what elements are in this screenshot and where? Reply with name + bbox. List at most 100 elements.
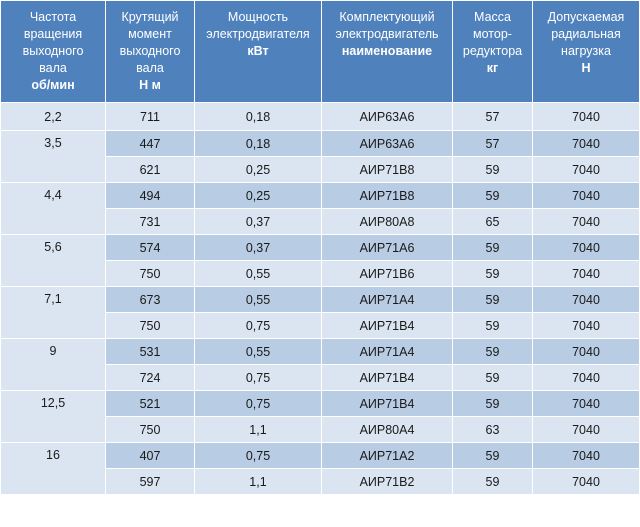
torque-cell: 750 bbox=[105, 260, 195, 287]
header-unit: об/мин bbox=[31, 78, 75, 92]
header-unit: Н bbox=[581, 61, 591, 75]
table-row: 750 0,55 АИР71В6 59 7040 bbox=[1, 260, 640, 287]
mass-cell: 59 bbox=[452, 286, 533, 313]
header-line: мотор- bbox=[473, 27, 512, 41]
table-row: 5,6 574 0,37 АИР71А6 59 7040 bbox=[0, 234, 640, 287]
header-line: электродвигателя bbox=[206, 27, 310, 41]
header-line: вала bbox=[136, 61, 164, 75]
load-cell: 7040 bbox=[532, 312, 640, 339]
header-power: Мощность электродвигателя кВт bbox=[194, 0, 322, 103]
torque-cell: 750 bbox=[105, 416, 195, 443]
motor-cell: АИР71В4 bbox=[321, 312, 453, 339]
motor-cell: АИР71В8 bbox=[321, 182, 453, 209]
mass-cell: 59 bbox=[452, 260, 533, 287]
mass-cell: 65 bbox=[452, 208, 533, 235]
power-cell: 0,55 bbox=[194, 286, 322, 313]
table-row: 9 531 0,55 АИР71А4 59 7040 bbox=[0, 338, 640, 391]
load-cell: 7040 bbox=[532, 182, 640, 209]
motor-cell: АИР71А4 bbox=[321, 338, 453, 365]
header-row: Частота вращения выходного вала об/мин Крутящ… bbox=[0, 0, 640, 103]
header-line: Комплектующий bbox=[339, 10, 435, 24]
speed-cell: 4,4 bbox=[0, 182, 106, 235]
header-line: выходного bbox=[119, 44, 181, 58]
header-unit: наименование bbox=[341, 44, 433, 58]
mass-cell: 59 bbox=[452, 364, 533, 391]
load-cell: 7040 bbox=[532, 338, 640, 365]
power-cell: 1,1 bbox=[194, 416, 322, 443]
speed-cell: 9 bbox=[0, 338, 106, 391]
header-mass: Масса мотор-редуктора кг bbox=[452, 0, 533, 103]
torque-cell: 407 bbox=[105, 442, 195, 469]
mass-cell: 59 bbox=[452, 312, 533, 339]
gearmotor-spec-table: Частота вращения выходного вала об/мин Крутящ… bbox=[0, 0, 640, 495]
load-cell: 7040 bbox=[532, 130, 640, 157]
mass-cell: 59 bbox=[452, 442, 533, 469]
header-line: нагрузка bbox=[561, 44, 611, 58]
header-torque: Крутящий момент выходного вала Н м bbox=[105, 0, 195, 103]
speed-cell: 5,6 bbox=[0, 234, 106, 287]
header-line: редуктора bbox=[462, 44, 523, 58]
motor-cell: АИР63А6 bbox=[321, 130, 453, 157]
torque-cell: 731 bbox=[105, 208, 195, 235]
load-cell: 7040 bbox=[532, 286, 640, 313]
mass-cell: 59 bbox=[452, 156, 533, 183]
speed-cell: 3,5 bbox=[0, 130, 106, 183]
motor-cell: АИР63А6 bbox=[321, 102, 453, 131]
power-cell: 0,75 bbox=[194, 390, 322, 417]
power-cell: 0,75 bbox=[194, 442, 322, 469]
table-row: 621 0,25 АИР71В8 59 7040 bbox=[1, 156, 640, 183]
power-cell: 0,18 bbox=[194, 130, 322, 157]
speed-cell: 2,2 bbox=[0, 102, 106, 131]
mass-cell: 57 bbox=[452, 130, 533, 157]
power-cell: 0,75 bbox=[194, 312, 322, 339]
torque-cell: 724 bbox=[105, 364, 195, 391]
motor-cell: АИР80А4 bbox=[321, 416, 453, 443]
header-unit: Н м bbox=[139, 78, 161, 92]
speed-cell: 12,5 bbox=[0, 390, 106, 443]
header-line: Масса bbox=[474, 10, 511, 24]
table-row: 16 407 0,75 АИР71А2 59 7040 bbox=[0, 442, 640, 495]
load-cell: 7040 bbox=[532, 416, 640, 443]
header-unit: кг bbox=[486, 61, 499, 75]
torque-cell: 750 bbox=[105, 312, 195, 339]
table-row: 2,2 711 0,18 АИР63А6 57 7040 bbox=[0, 102, 640, 131]
header-load: Допускаемая радиальная нагрузка Н bbox=[532, 0, 640, 103]
header-speed: Частота вращения выходного вала об/мин bbox=[0, 0, 106, 103]
torque-cell: 574 bbox=[105, 234, 195, 261]
load-cell: 7040 bbox=[532, 364, 640, 391]
power-cell: 0,18 bbox=[194, 102, 322, 131]
table-row: 4,4 494 0,25 АИР71В8 59 7040 bbox=[0, 182, 640, 235]
torque-cell: 521 bbox=[105, 390, 195, 417]
table-row: 731 0,37 АИР80А8 65 7040 bbox=[1, 208, 640, 235]
load-cell: 7040 bbox=[532, 468, 640, 495]
torque-cell: 711 bbox=[105, 102, 195, 131]
mass-cell: 59 bbox=[452, 468, 533, 495]
header-line: электродвигатель bbox=[335, 27, 439, 41]
header-line: Мощность bbox=[227, 10, 289, 24]
header-line: Допускаемая bbox=[547, 10, 625, 24]
table-row: 724 0,75 АИР71В4 59 7040 bbox=[1, 364, 640, 391]
header-line: вала bbox=[39, 61, 67, 75]
mass-cell: 57 bbox=[452, 102, 533, 131]
power-cell: 1,1 bbox=[194, 468, 322, 495]
header-motor: Комплектующий электродвигатель наименовани… bbox=[321, 0, 453, 103]
table-row: 7,1 673 0,55 АИР71А4 59 7040 bbox=[0, 286, 640, 339]
motor-cell: АИР71А6 bbox=[321, 234, 453, 261]
load-cell: 7040 bbox=[532, 260, 640, 287]
load-cell: 7040 bbox=[532, 442, 640, 469]
load-cell: 7040 bbox=[532, 208, 640, 235]
motor-cell: АИР71А4 bbox=[321, 286, 453, 313]
power-cell: 0,75 bbox=[194, 364, 322, 391]
table-row: 3,5 447 0,18 АИР63А6 57 7040 bbox=[0, 130, 640, 183]
table-row: 597 1,1 АИР71В2 59 7040 bbox=[1, 468, 640, 495]
table-row: 750 1,1 АИР80А4 63 7040 bbox=[1, 416, 640, 443]
power-cell: 0,37 bbox=[194, 234, 322, 261]
mass-cell: 59 bbox=[452, 338, 533, 365]
load-cell: 7040 bbox=[532, 102, 640, 131]
torque-cell: 597 bbox=[105, 468, 195, 495]
torque-cell: 673 bbox=[105, 286, 195, 313]
motor-cell: АИР71В2 bbox=[321, 468, 453, 495]
mass-cell: 59 bbox=[452, 390, 533, 417]
power-cell: 0,37 bbox=[194, 208, 322, 235]
header-line: вращения bbox=[23, 27, 83, 41]
